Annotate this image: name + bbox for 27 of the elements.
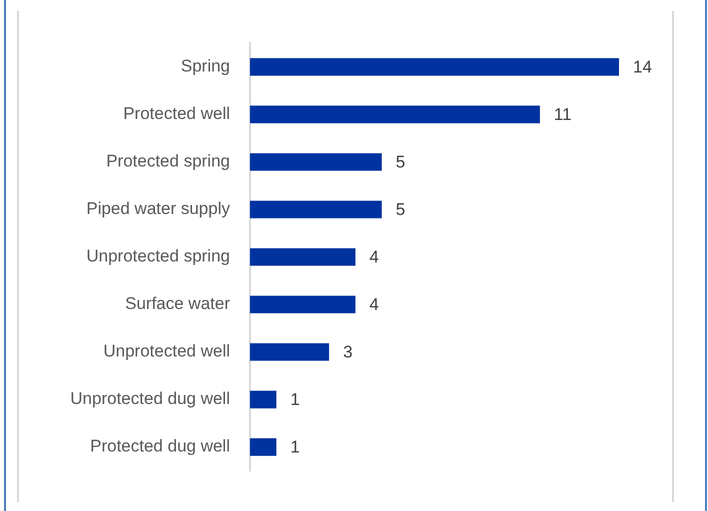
bar [250,343,330,361]
y-tick-label: Protected spring [106,152,230,171]
data-label: 3 [343,342,353,362]
y-tick-label: Unprotected well [103,342,230,361]
data-label: 14 [633,58,652,77]
bar [250,296,356,314]
y-tick-label: Unprotected dug well [70,389,230,408]
bar [250,390,276,408]
y-tick-label: Piped water supply [86,199,230,218]
y-tick-label: Protected dug well [90,436,230,456]
y-tick-label: Surface water [125,294,230,314]
bar [250,58,619,76]
data-label: 4 [369,295,379,314]
bar [250,438,276,456]
data-label: 1 [290,390,300,410]
bar [250,106,540,124]
y-tick-label: Unprotected spring [86,246,230,266]
data-label: 4 [369,248,379,267]
bar [250,248,356,266]
data-label: 5 [396,152,406,172]
y-tick-label: Protected well [123,104,230,124]
data-label: 1 [290,438,300,457]
bar [250,200,382,218]
y-tick-label: Spring [180,56,230,76]
data-label: 5 [396,200,406,220]
bar [250,153,382,171]
data-label: 11 [554,105,572,124]
